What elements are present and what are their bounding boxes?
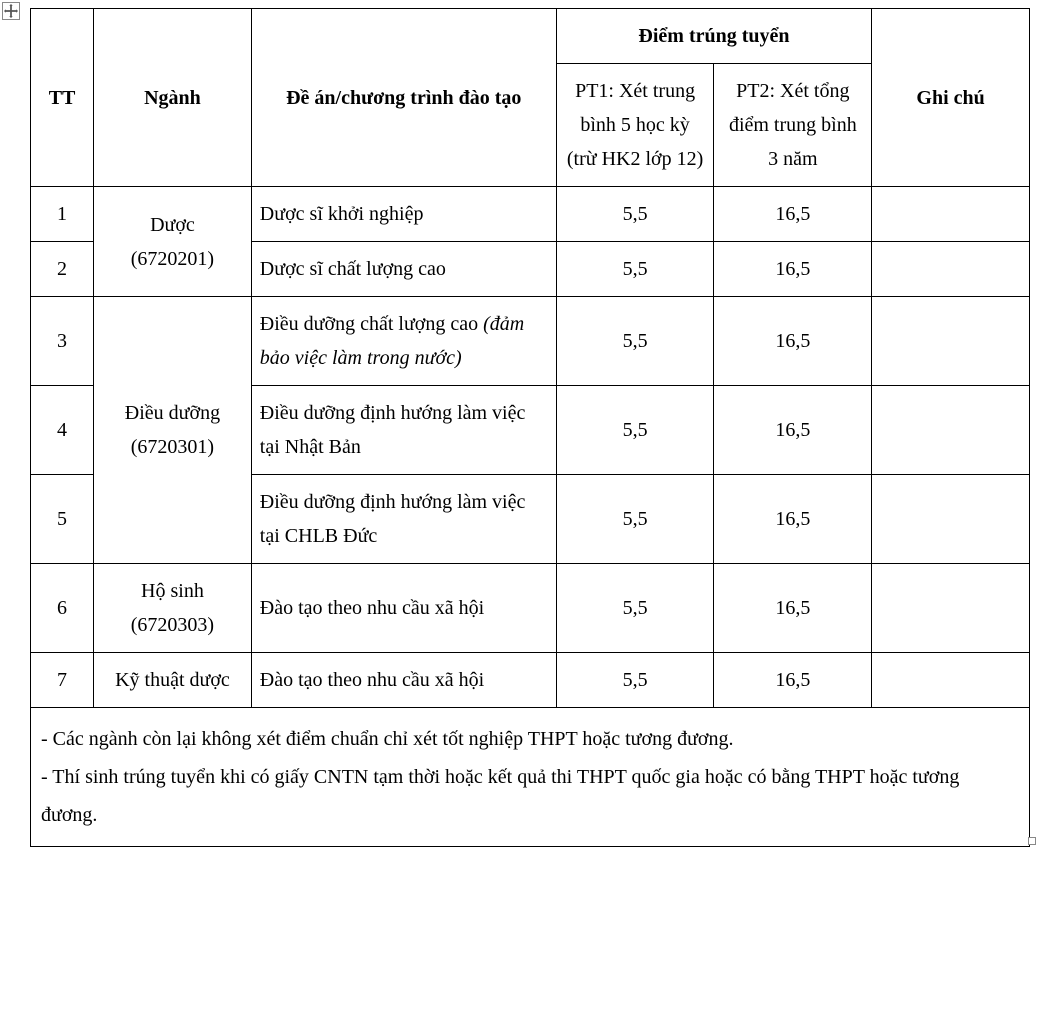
cell-nganh: Kỹ thuật dược xyxy=(94,653,252,708)
cell-nganh: Hộ sinh (6720303) xyxy=(94,564,252,653)
cell-tt: 6 xyxy=(31,564,94,653)
cell-nganh: Điều dưỡng (6720301) xyxy=(94,297,252,564)
move-icon xyxy=(4,4,18,18)
cell-tt: 3 xyxy=(31,297,94,386)
table-row: 3 Điều dưỡng (6720301) Điều dưỡng chất l… xyxy=(31,297,1030,386)
cell-ghichu xyxy=(872,297,1030,386)
table-header-row-1: TT Ngành Đề án/chương trình đào tạo Điểm… xyxy=(31,9,1030,64)
cell-dean: Điều dưỡng định hướng làm việc tại CHLB … xyxy=(251,475,556,564)
major-code: (6720201) xyxy=(131,248,214,270)
major-name: Kỹ thuật dược xyxy=(115,669,230,691)
header-pt2: PT2: Xét tổng điểm trung bình 3 năm xyxy=(714,64,872,187)
cell-tt: 5 xyxy=(31,475,94,564)
table-move-handle[interactable] xyxy=(2,2,20,20)
cell-tt: 4 xyxy=(31,386,94,475)
table-resize-handle[interactable] xyxy=(1028,837,1036,845)
cell-tt: 7 xyxy=(31,653,94,708)
cell-pt2: 16,5 xyxy=(714,187,872,242)
cell-ghichu xyxy=(872,187,1030,242)
cell-pt2: 16,5 xyxy=(714,475,872,564)
cell-tt: 2 xyxy=(31,242,94,297)
cell-pt1: 5,5 xyxy=(556,475,714,564)
cell-dean: Điều dưỡng chất lượng cao (đảm bảo việc … xyxy=(251,297,556,386)
table-row: 7 Kỹ thuật dược Đào tạo theo nhu cầu xã … xyxy=(31,653,1030,708)
major-name: Điều dưỡng xyxy=(125,402,220,424)
cell-pt1: 5,5 xyxy=(556,242,714,297)
header-diem-group: Điểm trúng tuyển xyxy=(556,9,871,64)
table-footer-row: - Các ngành còn lại không xét điểm chuẩn… xyxy=(31,708,1030,847)
table-row: 1 Dược (6720201) Dược sĩ khởi nghiệp 5,5… xyxy=(31,187,1030,242)
cell-pt1: 5,5 xyxy=(556,653,714,708)
major-name: Hộ sinh xyxy=(141,580,204,602)
cell-nganh: Dược (6720201) xyxy=(94,187,252,297)
major-code: (6720301) xyxy=(131,436,214,458)
header-ghichu: Ghi chú xyxy=(872,9,1030,187)
cell-pt2: 16,5 xyxy=(714,564,872,653)
header-pt1: PT1: Xét trung bình 5 học kỳ (trừ HK2 lớ… xyxy=(556,64,714,187)
cell-dean: Dược sĩ chất lượng cao xyxy=(251,242,556,297)
cell-pt2: 16,5 xyxy=(714,242,872,297)
cell-dean: Đào tạo theo nhu cầu xã hội xyxy=(251,653,556,708)
cell-tt: 1 xyxy=(31,187,94,242)
table-row: 6 Hộ sinh (6720303) Đào tạo theo nhu cầu… xyxy=(31,564,1030,653)
cell-pt2: 16,5 xyxy=(714,297,872,386)
dean-text-pre: Điều dưỡng chất lượng cao xyxy=(260,313,483,335)
cell-dean: Đào tạo theo nhu cầu xã hội xyxy=(251,564,556,653)
cell-pt2: 16,5 xyxy=(714,386,872,475)
header-tt: TT xyxy=(31,9,94,187)
cell-ghichu xyxy=(872,653,1030,708)
major-code: (6720303) xyxy=(131,614,214,636)
table-wrapper: TT Ngành Đề án/chương trình đào tạo Điểm… xyxy=(30,8,1030,847)
cell-ghichu xyxy=(872,475,1030,564)
cell-pt1: 5,5 xyxy=(556,386,714,475)
cell-pt1: 5,5 xyxy=(556,564,714,653)
header-dean: Đề án/chương trình đào tạo xyxy=(251,9,556,187)
cell-ghichu xyxy=(872,242,1030,297)
admission-score-table: TT Ngành Đề án/chương trình đào tạo Điểm… xyxy=(30,8,1030,847)
footer-line-1: - Các ngành còn lại không xét điểm chuẩn… xyxy=(41,720,1019,758)
cell-dean: Điều dưỡng định hướng làm việc tại Nhật … xyxy=(251,386,556,475)
cell-ghichu xyxy=(872,564,1030,653)
cell-pt1: 5,5 xyxy=(556,297,714,386)
footer-notes: - Các ngành còn lại không xét điểm chuẩn… xyxy=(31,708,1030,847)
major-name: Dược xyxy=(150,214,195,236)
cell-dean: Dược sĩ khởi nghiệp xyxy=(251,187,556,242)
cell-pt2: 16,5 xyxy=(714,653,872,708)
cell-ghichu xyxy=(872,386,1030,475)
header-nganh: Ngành xyxy=(94,9,252,187)
footer-line-2: - Thí sinh trúng tuyển khi có giấy CNTN … xyxy=(41,758,1019,834)
cell-pt1: 5,5 xyxy=(556,187,714,242)
